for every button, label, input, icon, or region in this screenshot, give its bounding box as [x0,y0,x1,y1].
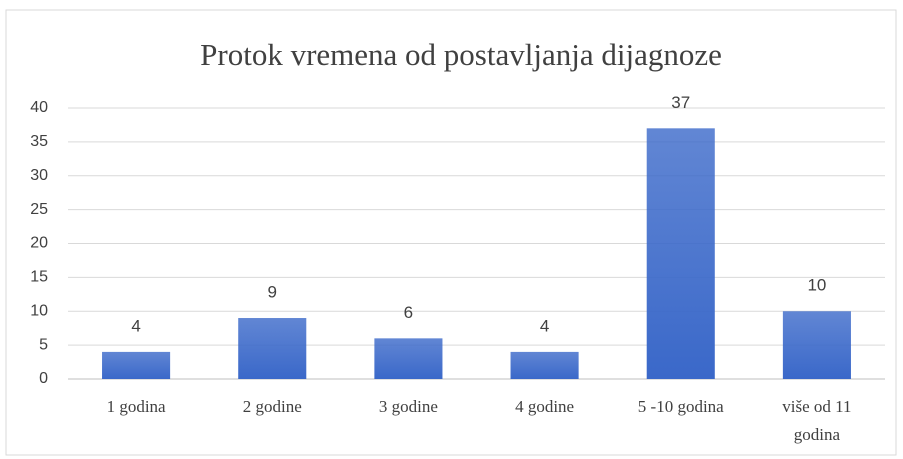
x-tick-label: 5 -10 godina [637,397,724,416]
y-tick-label: 5 [39,336,48,353]
x-tick-label: 4 godine [515,397,575,416]
x-tick-label-box: 1 godina [106,397,166,416]
bar [646,128,715,379]
y-tick-label: 30 [30,167,48,184]
x-tick-label: 1 godina [106,397,166,416]
x-tick-label-box: 3 godine [378,397,438,416]
data-label: 4 [540,316,549,335]
x-tick-label: 3 godine [378,397,438,416]
x-tick-label-box: 2 godine [242,397,302,416]
x-tick-label: 2 godine [242,397,302,416]
x-tick-label-box: više od 11 godina [782,397,852,444]
x-tick-label: više od 11 godina [782,397,852,444]
bar [510,351,579,379]
data-label: 9 [268,283,277,302]
bar [782,311,851,379]
bar [102,351,171,379]
y-tick-label: 0 [39,370,48,387]
y-tick-label: 35 [30,133,48,150]
x-tick-label-box: 4 godine [515,397,575,416]
data-label: 6 [404,303,413,322]
data-label: 37 [671,93,690,112]
y-tick-label: 15 [30,269,48,286]
y-tick-label: 20 [30,235,48,252]
y-tick-label: 40 [30,99,48,116]
data-label: 4 [131,316,140,335]
chart-title: Protok vremena od postavljanja dijagnoze [200,37,722,72]
x-tick-label-box: 5 -10 godina [637,397,724,416]
y-tick-label: 10 [30,302,48,319]
bar [374,338,443,379]
y-tick-label: 25 [30,201,48,218]
data-label: 10 [807,276,826,295]
bar [238,318,307,379]
chart-border [5,9,897,456]
